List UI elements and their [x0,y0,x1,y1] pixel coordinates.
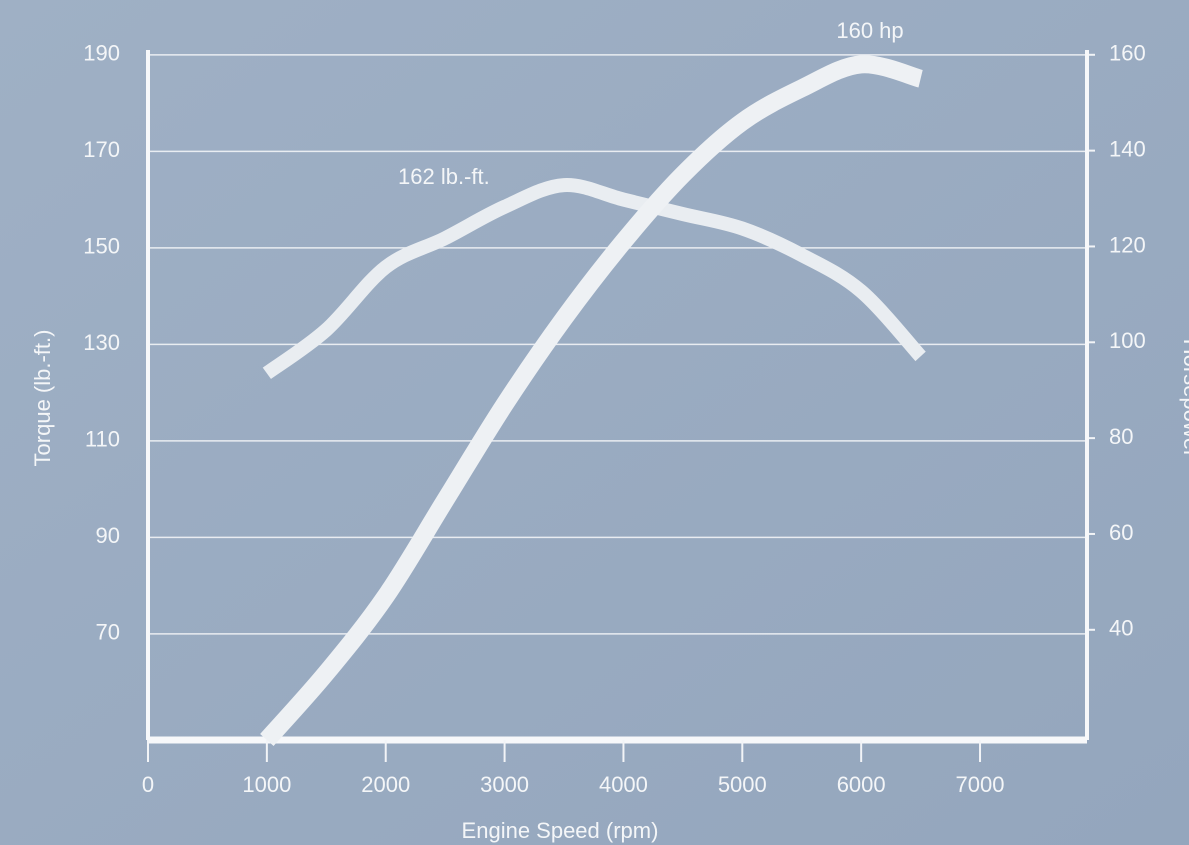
y-tick-label: 150 [83,234,120,259]
x-tick-label: 4000 [599,772,648,797]
series-line [260,55,924,746]
y2-tick-label: 160 [1109,41,1146,66]
y2-tick-label: 80 [1109,424,1133,449]
y-axis-label: Torque (lb.-ft.) [30,330,55,467]
y-tick-label: 90 [96,523,120,548]
x-tick-label: 0 [142,772,154,797]
y-tick-label: 110 [85,427,120,452]
y2-tick-label: 60 [1109,520,1133,545]
y-tick-label: 190 [83,41,120,66]
y2-tick-label: 140 [1109,136,1146,161]
y2-tick-label: 120 [1109,232,1146,257]
annotation: 162 lb.-ft. [398,164,490,189]
x-tick-label: 2000 [361,772,410,797]
y2-axis-label: Horsepower [1179,339,1189,458]
y-tick-label: 70 [96,620,120,645]
x-axis-label: Engine Speed (rpm) [462,818,659,843]
x-tick-label: 1000 [242,772,291,797]
x-tick-label: 5000 [718,772,767,797]
annotation: 160 hp [836,18,903,43]
x-tick-label: 7000 [956,772,1005,797]
y2-tick-label: 100 [1109,328,1146,353]
x-tick-label: 6000 [837,772,886,797]
y2-tick-label: 40 [1109,616,1133,641]
y-tick-label: 130 [83,330,120,355]
series-line [262,178,926,379]
x-tick-label: 3000 [480,772,529,797]
y-tick-label: 170 [83,137,120,162]
